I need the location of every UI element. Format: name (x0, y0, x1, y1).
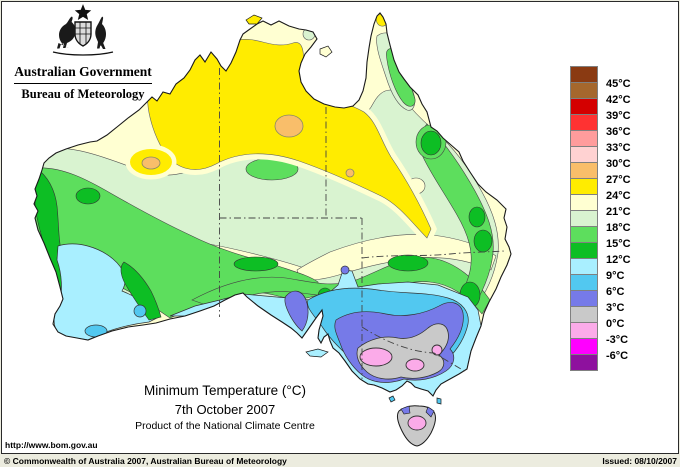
legend-label: 33°C (606, 142, 631, 154)
legend-swatch-yellow (570, 178, 598, 195)
government-header: Australian Government Bureau of Meteorol… (8, 4, 158, 102)
map-date: 7th October 2007 (174, 402, 276, 417)
legend-label: 30°C (606, 158, 631, 170)
legend-label: 24°C (606, 190, 631, 202)
gov-title: Australian Government (14, 64, 152, 79)
legend-label: -6°C (606, 350, 629, 362)
legend-swatch-cyan (570, 274, 598, 291)
legend-label: 9°C (606, 270, 625, 282)
legend-label: 36°C (606, 126, 631, 138)
legend-label: 0°C (606, 318, 625, 330)
legend-label: 18°C (606, 222, 631, 234)
map-product: Product of the National Climate Centre (135, 420, 315, 432)
legend-swatch-paleYellow (570, 194, 598, 211)
legend-label: 6°C (606, 286, 625, 298)
coat-of-arms-icon (52, 4, 114, 56)
state-borders (219, 68, 505, 379)
legend-swatch-red (570, 114, 598, 131)
legend-label: 42°C (606, 94, 631, 106)
legend-swatch-purple (570, 354, 598, 371)
legend-swatch-salmon (570, 130, 598, 147)
legend-swatch-pink (570, 322, 598, 339)
islands (245, 14, 442, 405)
legend-label: 21°C (606, 206, 631, 218)
legend-label: 12°C (606, 254, 631, 266)
legend-label: 45°C (606, 78, 631, 90)
legend-swatch-brown (570, 82, 598, 99)
legend-swatch-blue (570, 290, 598, 307)
map-title: Minimum Temperature (°C) (144, 383, 306, 398)
legend-label: -3°C (606, 334, 629, 346)
footer-strip: © Commonwealth of Australia 2007, Austra… (0, 455, 680, 467)
legend-label: 3°C (606, 302, 625, 314)
legend-swatch-paleGreen (570, 210, 598, 227)
legend-swatch-green (570, 226, 598, 243)
legend-swatch-grey (570, 306, 598, 323)
legend-swatch-palePink (570, 146, 598, 163)
header-divider (14, 83, 152, 84)
bom-url: http://www.bom.gov.au (5, 440, 98, 450)
agency-title: Bureau of Meteorology (21, 87, 145, 101)
legend-swatch-orange (570, 162, 598, 179)
mainland-coastline (33, 12, 512, 397)
legend-label: 15°C (606, 238, 631, 250)
legend-swatch-darkRed (570, 98, 598, 115)
legend-swatch-paleCyan (570, 258, 598, 275)
legend: 45°C 42°C 39°C 36°C 33°C 30°C 27°C 24°C 21°C 18°C… (570, 66, 650, 371)
issued-text: Issued: 08/10/2007 (602, 456, 677, 466)
legend-label: 27°C (606, 174, 631, 186)
copyright-text: © Commonwealth of Australia 2007, Austra… (4, 456, 287, 466)
legend-swatch-darkBrown (570, 66, 598, 83)
legend-label: 39°C (606, 110, 631, 122)
legend-swatch-darkGreen (570, 242, 598, 259)
legend-swatch-magenta (570, 338, 598, 355)
tasmania (397, 405, 436, 447)
map-titles: Minimum Temperature (°C) 7th October 200… (105, 383, 345, 432)
